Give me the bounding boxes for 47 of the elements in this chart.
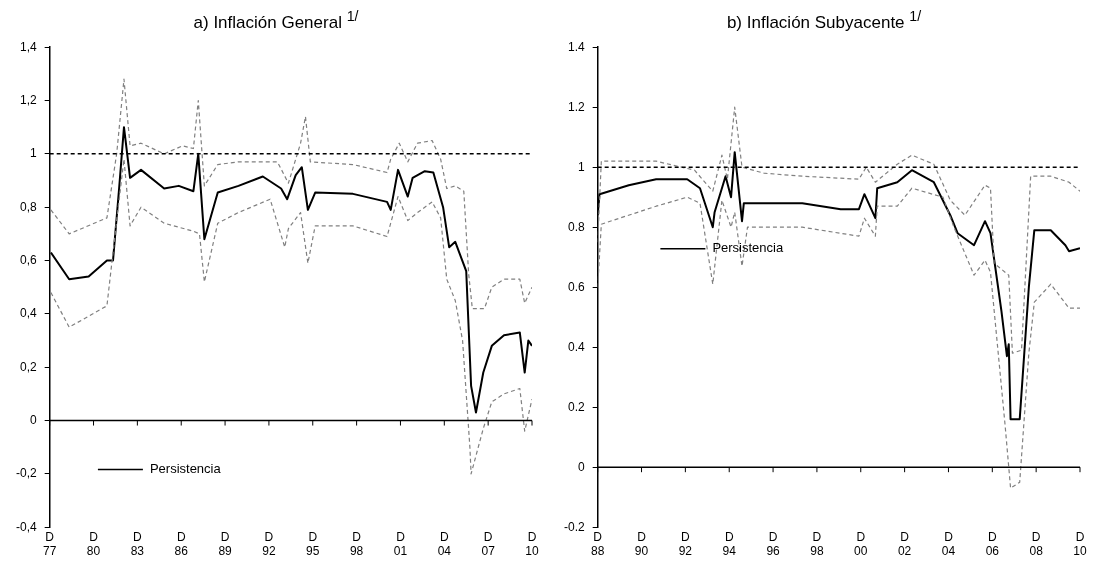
x-tick-label: D 92 <box>678 529 693 559</box>
x-tick-label: D 04 <box>941 529 956 559</box>
y-tick-label: 0.4 <box>567 339 585 354</box>
x-tick-label: D 95 <box>306 529 320 559</box>
x-tick-label: D 89 <box>218 529 233 559</box>
chart-title: b) Inflación Subyacente $^{1/}$ <box>725 8 923 32</box>
y-tick-label: 1.2 <box>567 99 585 114</box>
x-tick-label: D 04 <box>437 529 452 559</box>
legend-label: Persistencia <box>149 461 222 477</box>
x-tick-label: D 10 <box>1073 529 1087 559</box>
x-tick-label: D 83 <box>130 529 145 559</box>
y-tick-label: -0,2 <box>15 466 37 481</box>
legend-label: Persistencia <box>712 240 784 256</box>
x-tick-label: D 00 <box>854 529 868 559</box>
y-tick-label: 0.2 <box>567 399 585 414</box>
x-tick-label: D 98 <box>810 529 824 559</box>
y-tick-label: 0,6 <box>19 252 37 267</box>
y-tick-label: 0.8 <box>567 219 585 234</box>
y-tick-label: 0,2 <box>19 359 37 374</box>
y-tick-label: 1 <box>577 159 585 174</box>
y-tick-label: 1,4 <box>19 39 37 54</box>
y-tick-label: 1,2 <box>19 92 37 107</box>
x-tick-label: D 94 <box>722 529 737 559</box>
y-tick-label: 0,8 <box>19 199 37 214</box>
x-tick-label: D 08 <box>1029 529 1044 559</box>
y-tick-label: 0 <box>29 412 37 427</box>
y-tick-label: 0.6 <box>567 279 585 294</box>
y-tick-label: -0.2 <box>563 519 585 534</box>
y-tick-label: 1 <box>29 146 37 161</box>
x-tick-label: D 96 <box>766 529 781 559</box>
x-tick-label: D 98 <box>349 529 364 559</box>
x-tick-label: D 77 <box>43 529 57 559</box>
x-tick-label: D 07 <box>481 529 496 559</box>
x-tick-label: D 80 <box>86 529 101 559</box>
x-tick-label: D 92 <box>262 529 276 559</box>
x-tick-label: D 90 <box>634 529 649 559</box>
x-tick-label: D 88 <box>591 529 605 559</box>
y-tick-label: 1.4 <box>567 39 585 54</box>
x-tick-label: D 02 <box>897 529 912 559</box>
chart-title: a) Inflación General $^{1/}$ <box>192 8 360 32</box>
y-tick-label: -0,4 <box>15 519 37 534</box>
y-tick-label: 0 <box>577 459 585 474</box>
x-tick-label: D 10 <box>525 529 539 559</box>
y-tick-label: 0,4 <box>19 306 37 321</box>
x-tick-label: D 06 <box>985 529 1000 559</box>
x-tick-label: D 01 <box>393 529 408 559</box>
x-tick-label: D 86 <box>174 529 189 559</box>
